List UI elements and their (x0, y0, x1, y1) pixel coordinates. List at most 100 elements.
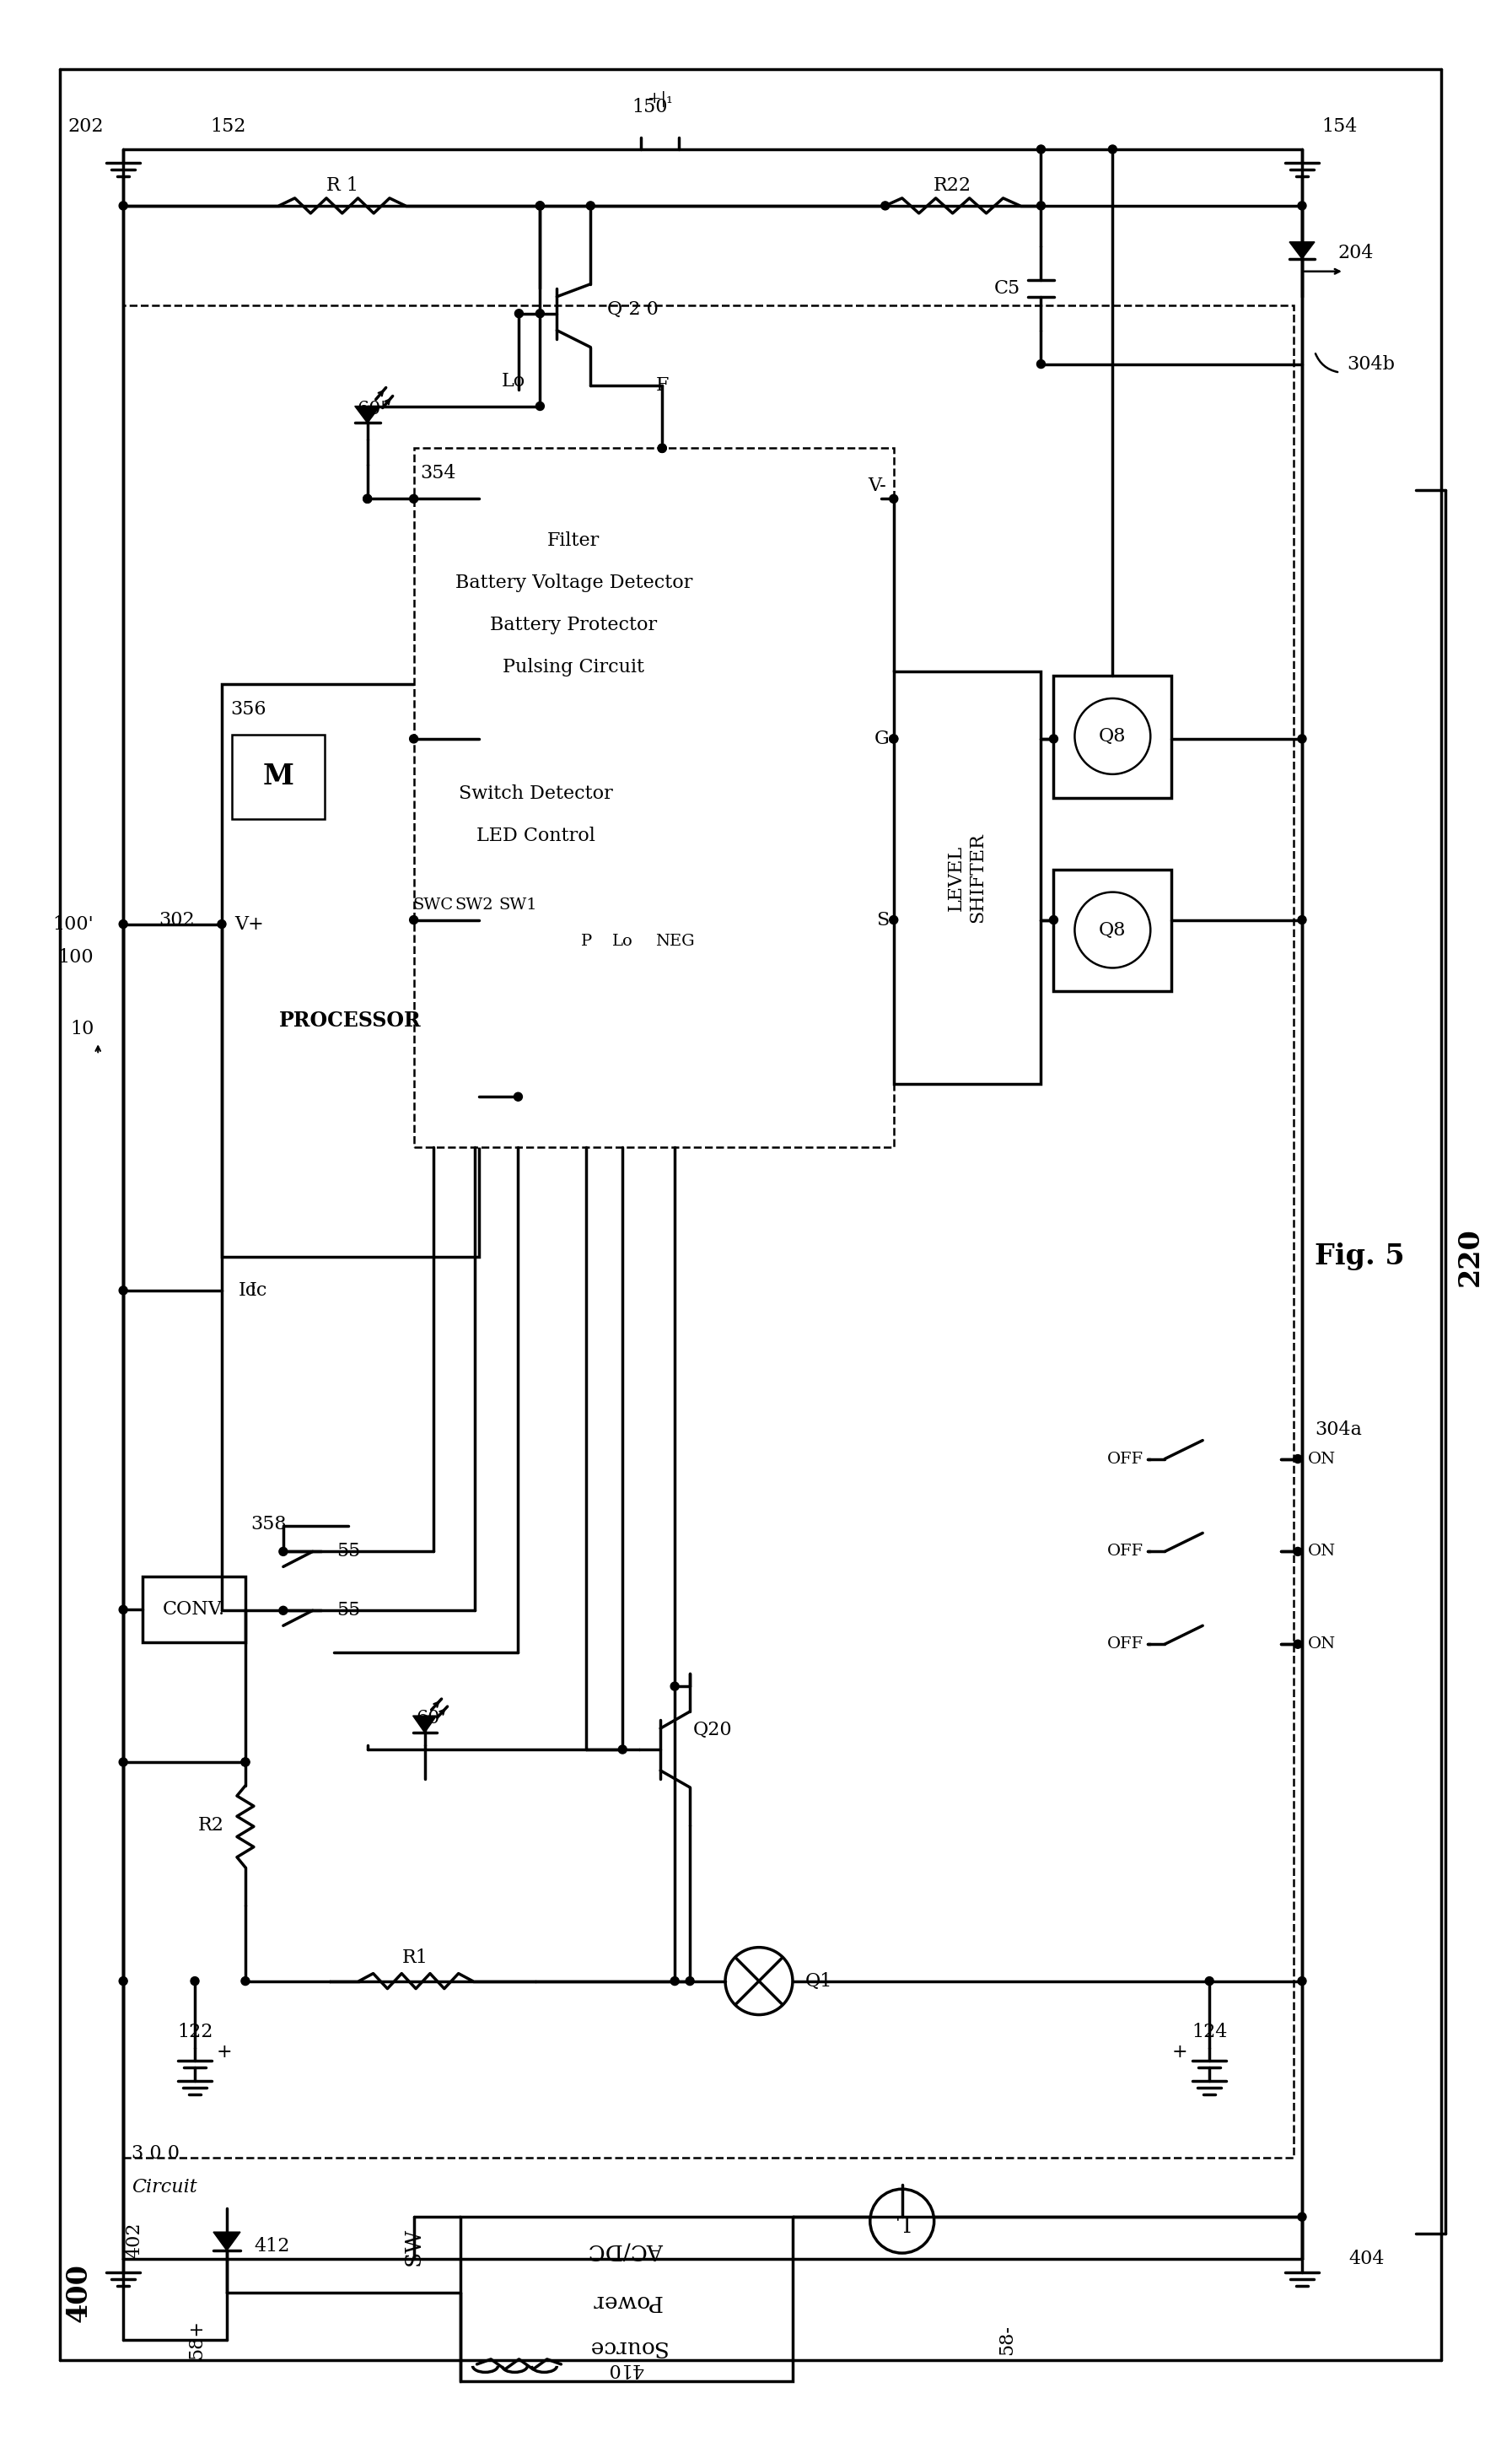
Text: 124: 124 (1191, 2021, 1228, 2041)
Polygon shape (355, 406, 380, 423)
Text: Ic: Ic (239, 1282, 257, 1299)
Circle shape (218, 920, 225, 927)
Text: Fig. 5: Fig. 5 (1314, 1243, 1405, 1270)
Text: SW: SW (404, 2227, 425, 2266)
Text: OFF: OFF (1107, 1544, 1143, 1559)
Text: Lo: Lo (500, 372, 525, 389)
Text: 202: 202 (68, 117, 103, 137)
Circle shape (191, 1977, 200, 1985)
Circle shape (1297, 2212, 1306, 2222)
Text: Power: Power (591, 2290, 661, 2312)
Circle shape (1294, 1454, 1302, 1463)
Text: Q8: Q8 (1099, 920, 1126, 940)
Text: 10: 10 (70, 1020, 94, 1038)
Circle shape (410, 915, 417, 925)
Circle shape (1297, 915, 1306, 925)
Text: NEG: NEG (655, 932, 694, 949)
Text: CONV.: CONV. (163, 1600, 225, 1620)
Text: Circuit: Circuit (132, 2178, 197, 2197)
Circle shape (280, 1605, 287, 1615)
Circle shape (1108, 144, 1117, 154)
Text: 100': 100' (53, 915, 94, 932)
Circle shape (670, 1681, 679, 1691)
Circle shape (1037, 360, 1045, 367)
Circle shape (670, 1977, 679, 1985)
Circle shape (686, 1977, 694, 1985)
Text: R22: R22 (933, 176, 972, 196)
Text: Ic: Ic (249, 1282, 268, 1299)
Circle shape (410, 494, 417, 504)
Text: Switch Detector: Switch Detector (458, 785, 612, 803)
Circle shape (889, 494, 898, 504)
Text: Q8: Q8 (1099, 727, 1126, 746)
Text: 354: 354 (420, 465, 457, 482)
Text: R2: R2 (198, 1816, 224, 1835)
Circle shape (119, 1757, 127, 1767)
Circle shape (889, 734, 898, 744)
Text: OFF: OFF (1107, 1451, 1143, 1466)
Text: C5: C5 (993, 279, 1021, 299)
Bar (231, 734, 325, 820)
Circle shape (514, 308, 523, 318)
Text: 402: 402 (125, 2222, 144, 2259)
Circle shape (658, 443, 667, 453)
Text: 55: 55 (336, 1600, 360, 1620)
Circle shape (1049, 734, 1058, 744)
Circle shape (535, 201, 544, 210)
Text: +: + (216, 2043, 233, 2063)
Text: R1: R1 (402, 1948, 428, 1967)
Text: 60: 60 (416, 1708, 440, 1728)
Text: Filter: Filter (547, 531, 600, 551)
Polygon shape (1290, 242, 1314, 259)
Text: Q1: Q1 (806, 1972, 833, 1989)
Circle shape (889, 734, 898, 744)
Circle shape (658, 443, 667, 453)
Circle shape (240, 1757, 249, 1767)
Text: V-: V- (868, 477, 886, 494)
Text: 122: 122 (177, 2021, 213, 2041)
Text: AC/DC: AC/DC (588, 2239, 664, 2261)
Bar (460, 2217, 792, 2381)
Text: 58-: 58- (998, 2325, 1016, 2354)
Text: 55: 55 (336, 1542, 360, 1561)
Text: P: P (581, 932, 591, 949)
Text: ON: ON (1308, 1451, 1335, 1466)
Circle shape (119, 1605, 127, 1615)
Text: PROCESSOR: PROCESSOR (278, 1011, 420, 1030)
Circle shape (119, 1977, 127, 1985)
Bar (124, 306, 1294, 2158)
Circle shape (535, 201, 544, 210)
Bar (1054, 675, 1172, 798)
Text: ON: ON (1308, 1544, 1335, 1559)
Circle shape (119, 920, 127, 927)
Bar (142, 1576, 245, 1642)
Text: SW1: SW1 (499, 898, 537, 913)
Circle shape (1049, 915, 1058, 925)
Circle shape (1205, 1977, 1214, 1985)
Text: 58+: 58+ (187, 2320, 206, 2359)
Text: L: L (895, 2210, 910, 2232)
Circle shape (658, 443, 667, 453)
Text: 404: 404 (1349, 2249, 1383, 2268)
Text: V+: V+ (234, 915, 263, 932)
Text: 304b: 304b (1347, 355, 1394, 374)
Text: Q20: Q20 (694, 1720, 733, 1740)
Circle shape (1297, 201, 1306, 210)
Text: LEVEL
SHIFTER: LEVEL SHIFTER (947, 832, 987, 923)
Text: LED Control: LED Control (476, 827, 596, 844)
Text: +|₁: +|₁ (647, 91, 673, 108)
Circle shape (363, 494, 372, 504)
Text: 302: 302 (159, 910, 194, 930)
Text: 356: 356 (230, 700, 266, 719)
Circle shape (1294, 1639, 1302, 1649)
Text: Pulsing Circuit: Pulsing Circuit (503, 658, 644, 675)
Text: Battery Protector: Battery Protector (490, 617, 658, 634)
Circle shape (535, 308, 544, 318)
Text: 100: 100 (57, 949, 94, 967)
Circle shape (1297, 734, 1306, 744)
Circle shape (119, 1287, 127, 1294)
Circle shape (587, 201, 594, 210)
Circle shape (618, 1745, 627, 1754)
Text: ON: ON (1308, 1637, 1335, 1652)
Text: 3 0 0: 3 0 0 (132, 2144, 180, 2163)
